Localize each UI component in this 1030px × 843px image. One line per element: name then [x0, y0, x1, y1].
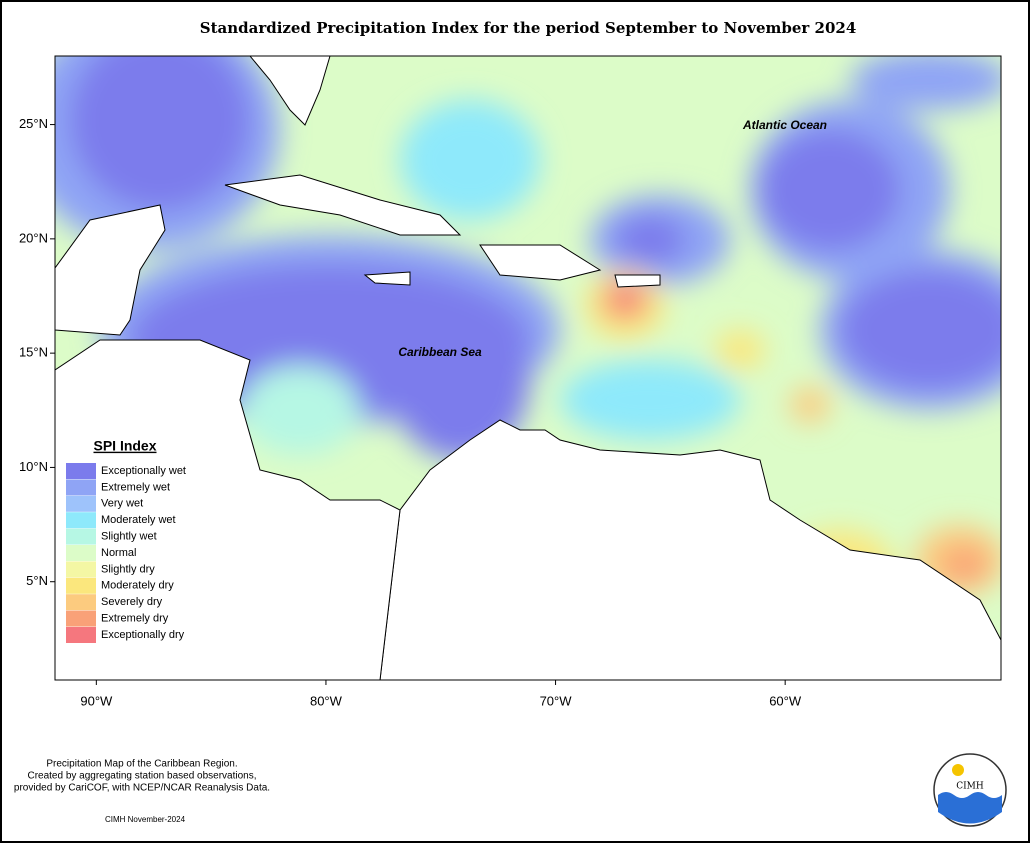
legend-swatch — [66, 528, 96, 545]
logo-text: CIMH — [956, 782, 984, 792]
plot-frame — [54, 55, 1002, 681]
credit: CIMH November-2024 — [105, 815, 186, 824]
map: Atlantic Ocean Caribbean Sea — [55, 56, 1001, 680]
title: Standardized Precipitation Index for the… — [200, 19, 857, 37]
axes: 90°W 80°W 70°W 60°W 5°N 10°N 15°N 20°N 25°N — [19, 116, 802, 708]
footer: Precipitation Map of the Caribbean Regio… — [14, 759, 270, 824]
legend-label: Moderately wet — [101, 514, 176, 526]
legend-label: Slightly dry — [101, 563, 155, 575]
footer-line: Created by aggregating station based obs… — [27, 771, 256, 782]
x-tick-label: 90°W — [80, 693, 113, 708]
y-tick-label: 20°N — [19, 230, 48, 245]
legend-swatch — [66, 577, 96, 594]
legend-label: Very wet — [101, 498, 143, 510]
legend-swatch — [66, 495, 96, 512]
legend-label: Exceptionally wet — [101, 465, 186, 477]
legend-label: Extremely wet — [101, 481, 170, 493]
footer-line: Precipitation Map of the Caribbean Regio… — [46, 759, 237, 770]
legend-swatch — [66, 545, 96, 561]
legend-title: SPI Index — [93, 438, 156, 454]
ocean-label: Caribbean Sea — [398, 345, 482, 359]
legend-swatch — [66, 479, 96, 496]
footer-line: provided by CariCOF, with NCEP/NCAR Rean… — [14, 783, 270, 794]
legend-label: Slightly wet — [101, 531, 157, 543]
legend-swatch — [66, 512, 96, 529]
y-tick-label: 25°N — [19, 116, 48, 131]
legend-label: Moderately dry — [101, 580, 174, 592]
logo: CIMH — [933, 753, 1007, 827]
ocean-label: Atlantic Ocean — [742, 118, 827, 132]
legend-swatch — [66, 627, 96, 643]
legend: SPI Index Exceptionally wet Extremely wet… — [66, 438, 186, 643]
legend-label: Extremely dry — [101, 613, 169, 625]
legend-label: Normal — [101, 547, 136, 559]
y-tick-label: 15°N — [19, 345, 48, 360]
legend-label: Exceptionally dry — [101, 629, 185, 641]
legend-label: Severely dry — [101, 596, 163, 608]
x-tick-label: 60°W — [769, 693, 802, 708]
y-tick-label: 10°N — [19, 459, 48, 474]
x-tick-label: 70°W — [540, 693, 573, 708]
legend-swatch — [66, 561, 96, 578]
land — [55, 56, 1001, 680]
legend-swatch — [66, 463, 96, 479]
x-tick-label: 80°W — [310, 693, 343, 708]
legend-swatch — [66, 594, 96, 611]
y-tick-label: 5°N — [26, 573, 48, 588]
legend-swatch — [66, 610, 96, 627]
